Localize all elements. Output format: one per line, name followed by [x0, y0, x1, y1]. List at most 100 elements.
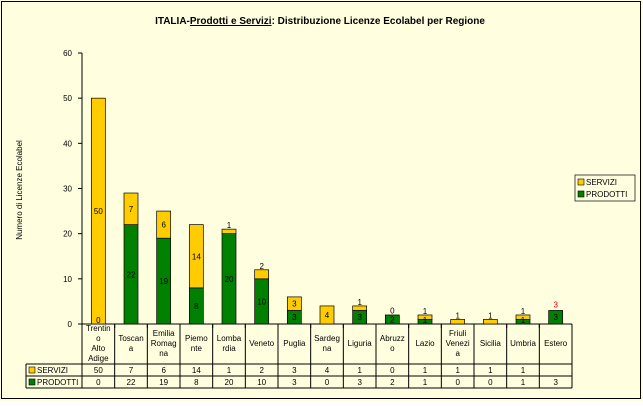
table-cell-prodotti: 20	[225, 378, 234, 387]
category-label: Puglia	[283, 339, 306, 348]
data-label-prodotti: 0	[96, 316, 101, 325]
category-label: Umbria	[510, 339, 536, 348]
data-label-servizi: 2	[259, 262, 264, 271]
category-label: Trentin	[86, 324, 111, 333]
data-label-servizi: 1	[357, 298, 362, 307]
data-label-servizi: 0	[390, 306, 395, 315]
category-label: Estero	[544, 339, 568, 348]
data-label-estero: 3	[553, 300, 558, 309]
y-tick-label: 10	[63, 275, 72, 284]
legend-key-servizi	[28, 366, 36, 374]
category-label: Liguria	[348, 339, 373, 348]
data-label-servizi: 1	[227, 221, 232, 230]
bar-servizi	[221, 228, 237, 235]
category-label: Lazio	[415, 339, 435, 348]
legend-swatch-prodotti	[577, 190, 585, 198]
data-label-servizi: 1	[521, 307, 526, 316]
table-cell-servizi: 1	[488, 366, 493, 375]
table-cell-prodotti: 1	[423, 378, 428, 387]
data-label-servizi: 14	[192, 252, 201, 261]
category-label: Alto	[91, 344, 105, 353]
data-label-servizi: 1	[488, 311, 493, 320]
category-label: Sardeg	[314, 334, 340, 343]
bar-servizi	[123, 192, 139, 225]
table-cell-prodotti: 19	[159, 378, 168, 387]
y-tick-label: 60	[63, 49, 72, 58]
legend-key-prodotti	[28, 378, 36, 386]
bar-prodotti	[548, 310, 564, 325]
category-label: Venezi	[446, 339, 470, 348]
category-label: rdia	[222, 344, 236, 353]
category-label: o	[96, 334, 101, 343]
table-cell-prodotti: 0	[488, 378, 493, 387]
data-label-prodotti: 3	[553, 313, 558, 322]
table-cell-prodotti: 22	[127, 378, 136, 387]
table-cell-prodotti: 3	[292, 378, 297, 387]
table-row-label-prodotti: PRODOTTI	[37, 378, 78, 387]
table-cell-servizi: 1	[423, 366, 428, 375]
legend-swatch-servizi	[577, 178, 585, 186]
data-label-prodotti: 1	[521, 316, 526, 325]
table-cell-prodotti: 3	[553, 378, 558, 387]
legend-box	[574, 174, 636, 202]
category-label: a	[129, 344, 134, 353]
table-cell-prodotti: 3	[357, 378, 362, 387]
data-label-prodotti: 10	[257, 297, 266, 306]
bar-prodotti	[384, 314, 400, 325]
category-label: Toscan	[118, 334, 143, 343]
data-label-servizi: 4	[325, 311, 330, 320]
table-cell-servizi: 4	[325, 366, 330, 375]
category-label: Sicilia	[480, 339, 501, 348]
category-label: Abruzz	[380, 334, 405, 343]
table-row-label-servizi: SERVIZI	[37, 366, 68, 375]
data-label-prodotti: 3	[357, 313, 362, 322]
category-label: nte	[191, 344, 203, 353]
category-label: Emilia	[153, 329, 175, 338]
y-tick-label: 20	[63, 230, 72, 239]
table-cell-servizi: 14	[192, 366, 201, 375]
data-label-prodotti: 22	[127, 270, 136, 279]
table-cell-prodotti: 1	[521, 378, 526, 387]
data-label-servizi: 50	[94, 207, 103, 216]
legend-label-servizi: SERVIZI	[586, 178, 617, 187]
data-label-prodotti: 1	[423, 316, 428, 325]
data-label-servizi: 1	[423, 307, 428, 316]
bar-servizi	[319, 305, 335, 325]
table-cell-servizi: 1	[227, 366, 232, 375]
bar-servizi	[188, 224, 204, 289]
data-label-prodotti: 19	[159, 277, 168, 286]
y-tick-label: 50	[63, 94, 72, 103]
bar-servizi	[156, 210, 172, 239]
category-label: Piemo	[185, 334, 208, 343]
table-cell-servizi: 1	[455, 366, 460, 375]
category-label: Lomba	[217, 334, 242, 343]
category-label: na	[159, 349, 168, 358]
bar-servizi	[90, 97, 106, 325]
table-cell-servizi: 7	[129, 366, 134, 375]
data-label-prodotti: 2	[390, 315, 395, 324]
chart-title: ITALIA-Prodotti e Servizi: Distribuzione…	[155, 16, 485, 27]
table-cell-prodotti: 8	[194, 378, 199, 387]
table-cell-servizi: 6	[161, 366, 166, 375]
y-axis-label: Numero di Licenze Ecolabel	[15, 140, 24, 240]
category-label: na	[323, 344, 332, 353]
category-label: a	[455, 349, 460, 358]
data-label-servizi: 7	[129, 205, 134, 214]
data-label-servizi: 1	[455, 311, 460, 320]
category-label: Friuli	[449, 329, 467, 338]
y-tick-label: 0	[68, 320, 73, 329]
table-cell-servizi: 1	[357, 366, 362, 375]
bar-servizi	[515, 314, 531, 320]
table-cell-servizi: 2	[259, 366, 264, 375]
table-cell-servizi: 3	[292, 366, 297, 375]
data-label-prodotti: 3	[292, 313, 297, 322]
category-label: Adige	[88, 354, 109, 363]
y-tick-label: 30	[63, 185, 72, 194]
bar-servizi	[352, 305, 368, 311]
chart-border	[1, 1, 641, 399]
table-cell-servizi: 1	[521, 366, 526, 375]
table-cell-prodotti: 0	[325, 378, 330, 387]
bar-servizi	[286, 296, 302, 311]
